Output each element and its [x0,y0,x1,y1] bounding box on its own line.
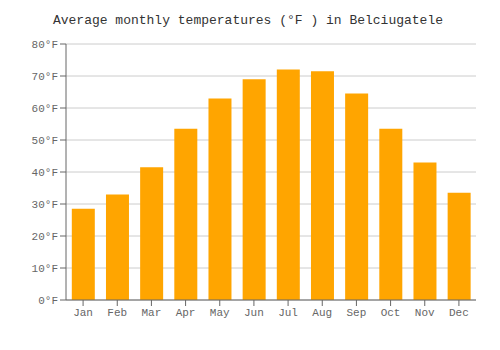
html-text:Average monthly temperatures (: Average monthly temperatures (°F ) in Be… [53,13,443,28]
svg-text:0°F: 0°F [38,295,58,307]
svg-text:Feb: Feb [107,307,127,319]
svg-text:Sep: Sep [347,307,367,319]
svg-text:Oct: Oct [381,307,401,319]
svg-text:80°F: 80°F [32,39,58,51]
svg-text:Dec: Dec [449,307,469,319]
svg-text:Apr: Apr [176,307,196,319]
svg-text:Jun: Jun [244,307,264,319]
svg-text:20°F: 20°F [32,231,58,243]
svg-text:Jan: Jan [73,307,93,319]
svg-text:Nov: Nov [415,307,435,319]
svg-text:Jul: Jul [278,307,298,319]
svg-text:10°F: 10°F [32,263,58,275]
svg-text:50°F: 50°F [32,135,58,147]
svg-text:Mar: Mar [142,307,162,319]
svg-text:Aug: Aug [312,307,332,319]
svg-text:40°F: 40°F [32,167,58,179]
svg-text:May: May [210,307,230,319]
svg-text:60°F: 60°F [32,103,58,115]
svg-text:70°F: 70°F [32,71,58,83]
svg-text:30°F: 30°F [32,199,58,211]
